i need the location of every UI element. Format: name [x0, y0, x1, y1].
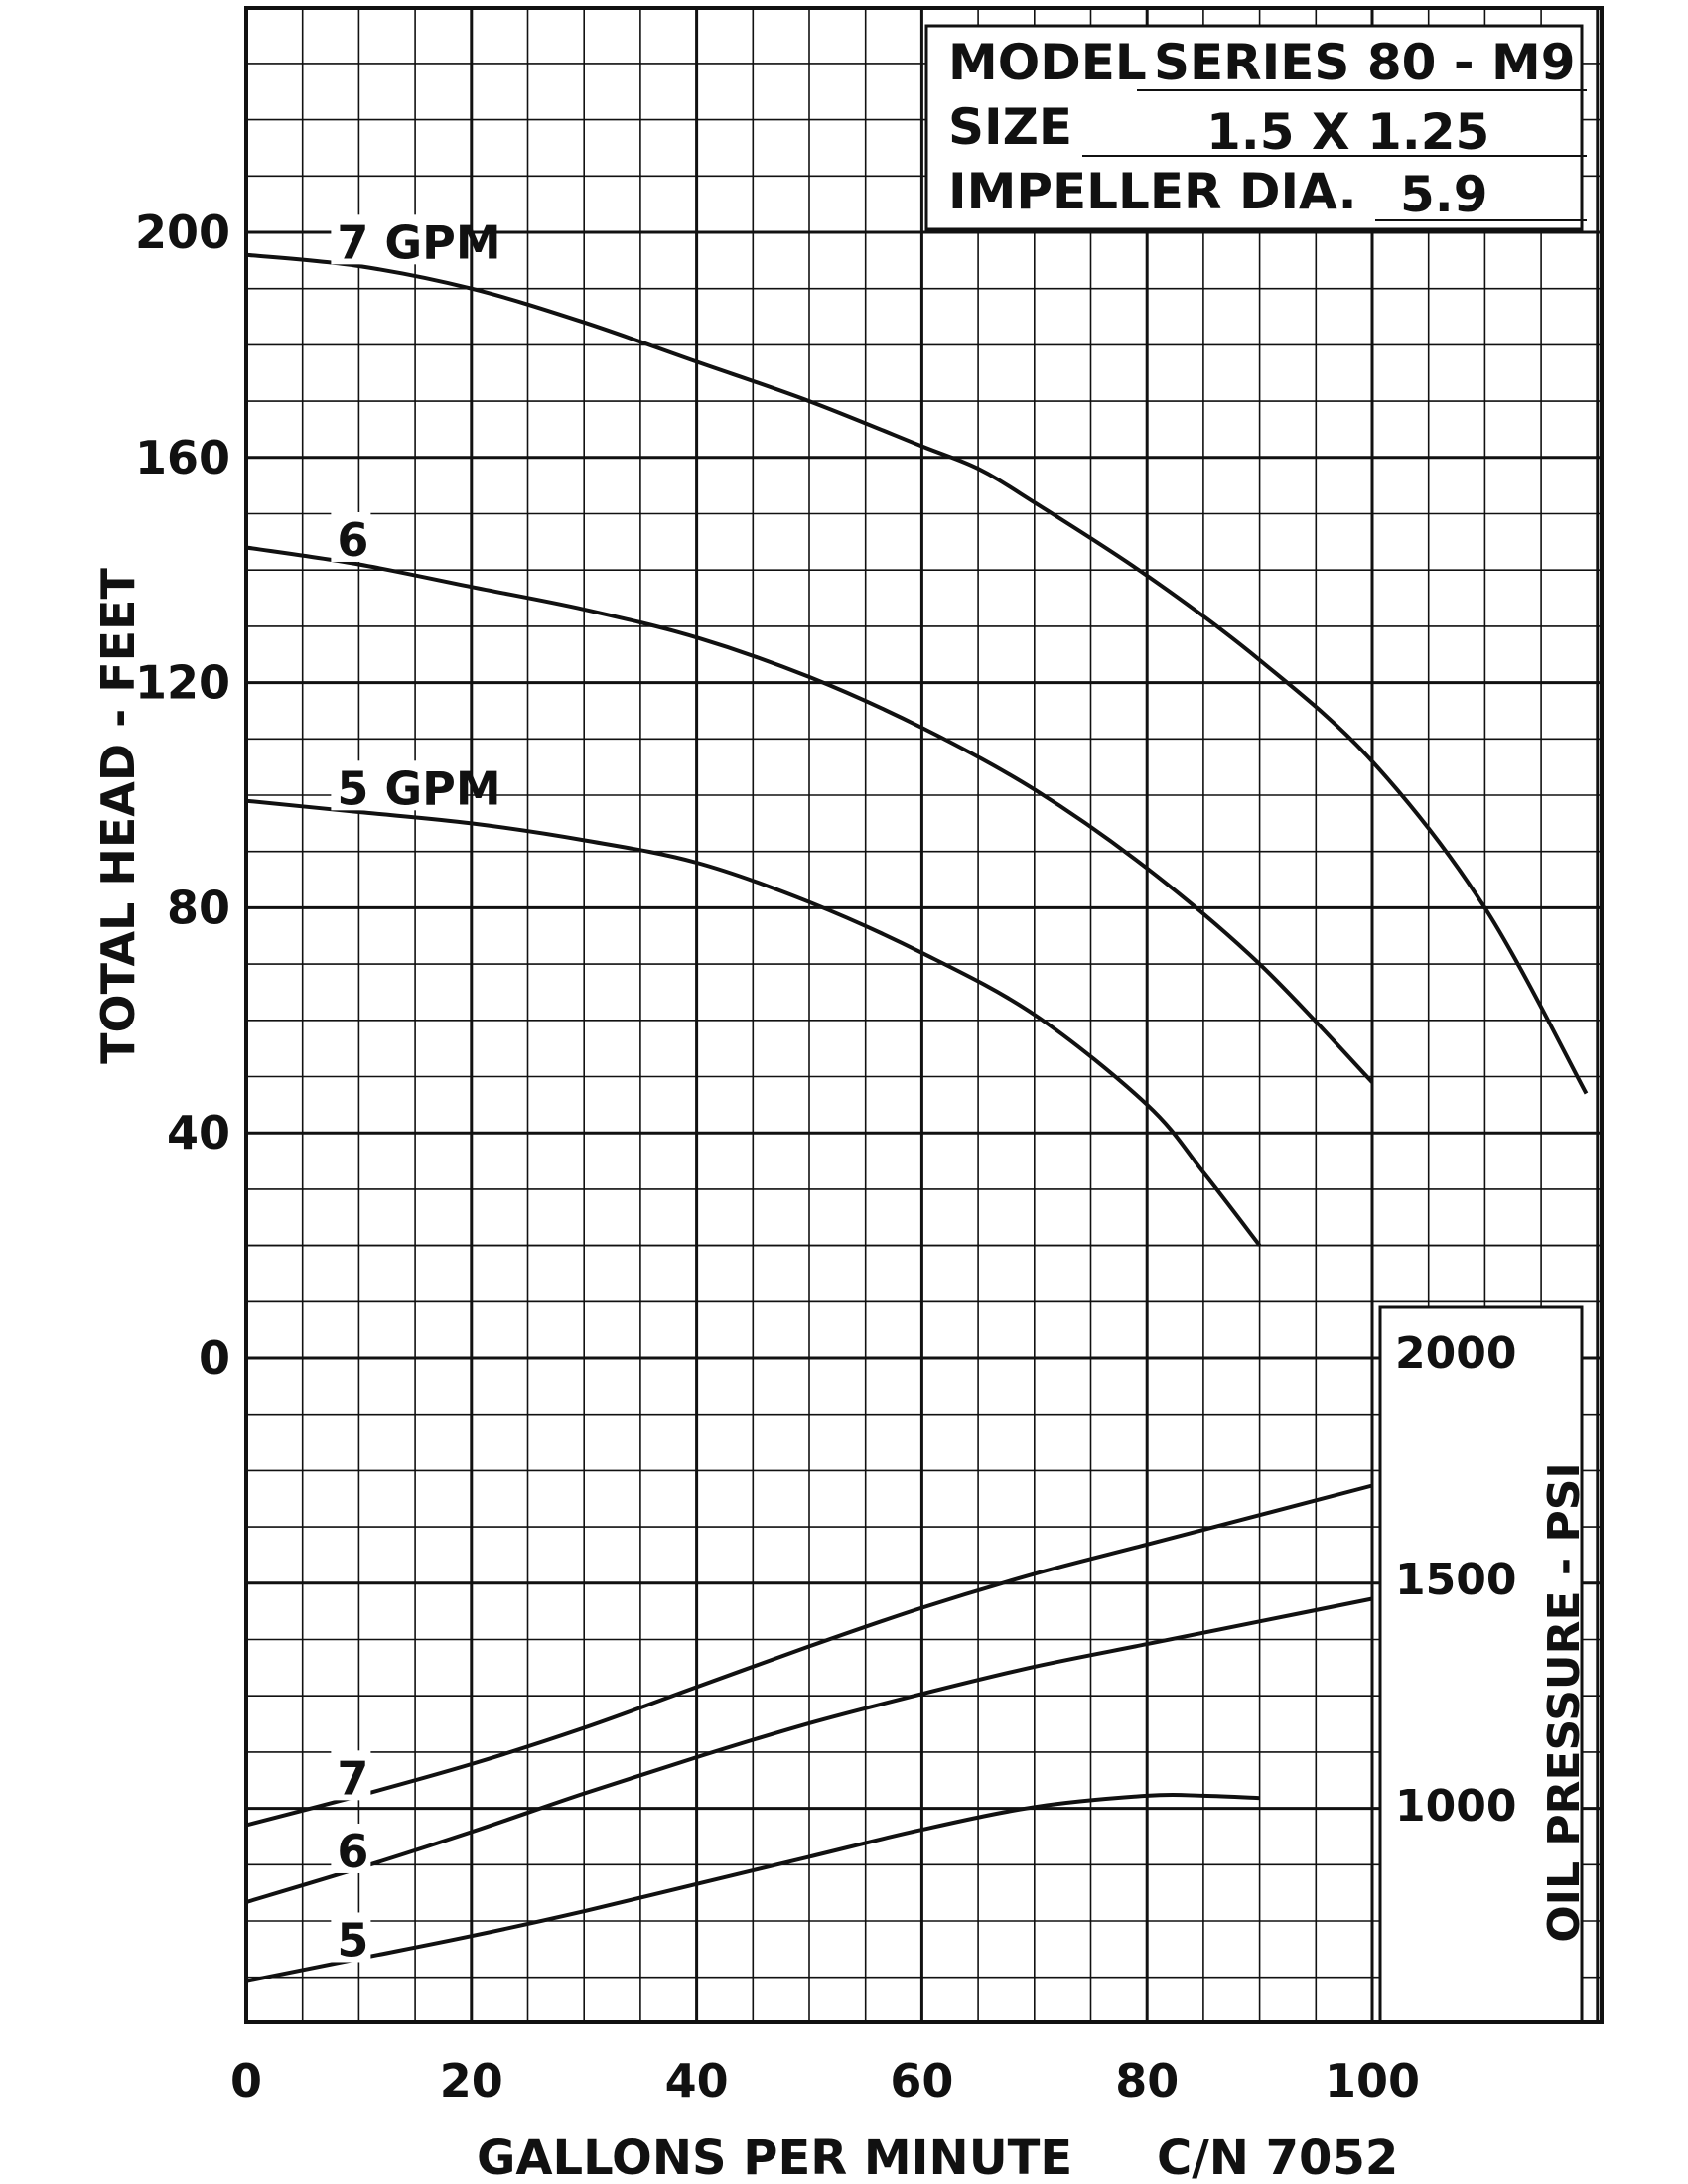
head-curve-label-bg — [331, 760, 467, 811]
x-tick-label: 0 — [230, 2054, 262, 2108]
psi-curve-1 — [245, 1483, 1373, 1828]
impeller-label: IMPELLER DIA. — [948, 163, 1357, 220]
y-axis-title-head: TOTAL HEAD - FEET — [91, 568, 145, 1064]
head-curve-label-2: 6 — [337, 513, 368, 567]
psi-curve-label-3: 5 — [337, 1913, 368, 1967]
psi-curve-3 — [245, 1792, 1260, 1983]
psi-tick-label: 1000 — [1395, 1781, 1516, 1832]
x-tick-label: 40 — [665, 2054, 729, 2108]
head-tick-label: 80 — [167, 881, 230, 934]
head-curve-1 — [245, 252, 1589, 1095]
psi-curve-label-bg — [331, 1750, 371, 1801]
head-curve-label-bg — [331, 214, 467, 265]
x-tick-label: 60 — [890, 2054, 953, 2108]
psi-curve-2 — [245, 1596, 1373, 1904]
info-box-background — [924, 24, 1584, 231]
x-tick-label: 100 — [1325, 2054, 1420, 2108]
head-tick-label: 120 — [135, 656, 230, 710]
psi-curve-label-bg — [331, 1912, 371, 1963]
head-curve-3 — [245, 798, 1262, 1247]
impeller-value: 5.9 — [1400, 166, 1488, 223]
psi-curve-label-bg — [331, 1823, 371, 1873]
head-curve-label-bg — [331, 511, 371, 562]
head-curve-label-3: 5 GPM — [337, 761, 500, 815]
psi-scale-background — [1378, 1305, 1584, 2024]
curve-labels: 7 GPM 6 5 GPM 7 6 5 — [331, 214, 501, 1967]
psi-tick-label: 2000 — [1395, 1328, 1516, 1379]
head-tick-label: 160 — [135, 431, 230, 484]
size-value: 1.5 X 1.25 — [1206, 103, 1489, 161]
head-tick-label: 40 — [167, 1106, 230, 1160]
psi-curve-label-2: 6 — [337, 1825, 368, 1878]
head-tick-label: 0 — [199, 1331, 230, 1385]
size-label: SIZE — [948, 98, 1072, 156]
x-axis-title: GALLONS PER MINUTE — [477, 2130, 1072, 2184]
head-curve-label-1: 7 GPM — [337, 215, 500, 269]
y-axis-title-psi: OIL PRESSURE - PSI — [1539, 1462, 1590, 1943]
plot-frame — [244, 6, 1604, 2024]
model-value: SERIES 80 - M9 — [1154, 34, 1576, 91]
psi-curve-label-1: 7 — [337, 1751, 368, 1805]
psi-tick-label: 1500 — [1395, 1555, 1516, 1605]
x-tick-label: 20 — [440, 2054, 503, 2108]
model-label: MODEL — [948, 34, 1147, 91]
catalog-number: C/N 7052 — [1157, 2130, 1398, 2184]
x-tick-label: 80 — [1115, 2054, 1179, 2108]
curves — [245, 252, 1589, 1983]
head-curve-2 — [245, 545, 1374, 1084]
head-tick-label: 200 — [135, 205, 230, 259]
